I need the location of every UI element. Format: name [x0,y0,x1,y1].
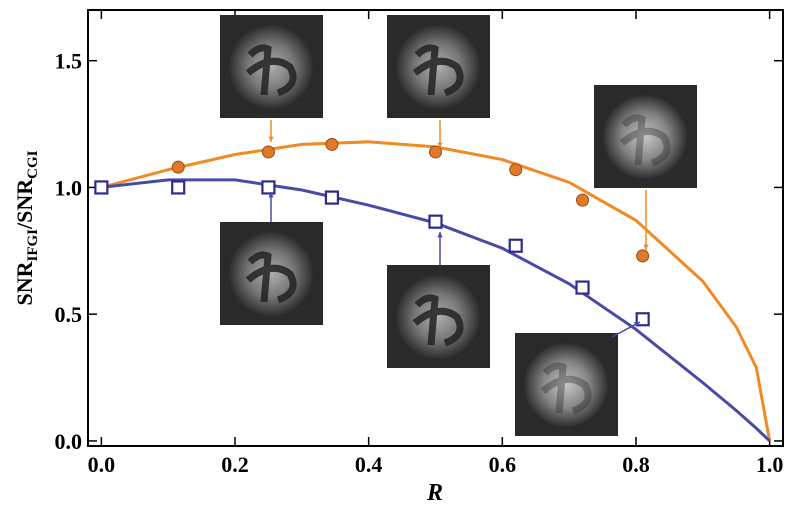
inset-glow [396,25,480,109]
y-label-sub: IFGI [25,229,41,262]
data-point [171,180,186,195]
arrow-head [437,232,443,238]
data-point [636,249,650,263]
x-tick-label: 0.4 [355,452,383,477]
data-point [261,180,276,195]
data-point [576,193,590,207]
x-tick-label: 1.0 [756,452,784,477]
y-tick-label: 1.0 [55,175,83,200]
inset-glow [396,275,480,359]
y-label-part: /SNR [12,178,37,230]
arrow-head [437,142,443,148]
data-point [94,180,109,195]
y-axis-label: SNRIFGI/SNRCGI [12,150,41,305]
arrow-head [634,322,640,327]
inset-glyph [245,251,297,304]
x-tick-label: 0.8 [622,452,650,477]
data-point [261,145,275,159]
data-point [171,160,185,174]
insets [220,15,697,436]
fit-curve [100,140,772,442]
y-tick-label: 0.0 [55,429,83,454]
y-label-sub: CGI [25,150,41,179]
fit-curve [101,178,771,443]
data-point [429,145,442,159]
plot-frame [87,9,784,447]
inset-glyph [412,44,464,97]
y-tick-label: 0.5 [55,302,83,327]
inset-glyph [540,362,592,415]
data-point [575,280,590,295]
inset-glow [603,95,687,179]
x-axis-label: R [426,480,443,506]
inset-glyph [619,114,671,167]
arrow-head [643,244,649,250]
plot-area: 0.0 0.2 0.4 0.6 0.8 1.0 0.0 0.5 1.0 1.5 [55,10,784,477]
y-tick-label: 1.5 [55,49,83,74]
inset-glow [229,232,313,316]
data-point [508,238,523,253]
data-point [325,137,339,151]
arrow-head [268,192,274,198]
arrow-head [268,136,274,142]
data-point [324,190,340,205]
data-point [428,214,443,229]
x-tick-label: 0.2 [221,452,249,477]
inset-glow [524,343,608,427]
x-tick-label: 0.6 [489,452,517,477]
y-label-part: SNR [12,260,37,305]
data-point [509,163,523,177]
inset-glyph [245,44,297,97]
inset-glow [229,25,313,109]
x-tick-label: 0.0 [88,452,116,477]
inset-glyph [412,294,464,347]
